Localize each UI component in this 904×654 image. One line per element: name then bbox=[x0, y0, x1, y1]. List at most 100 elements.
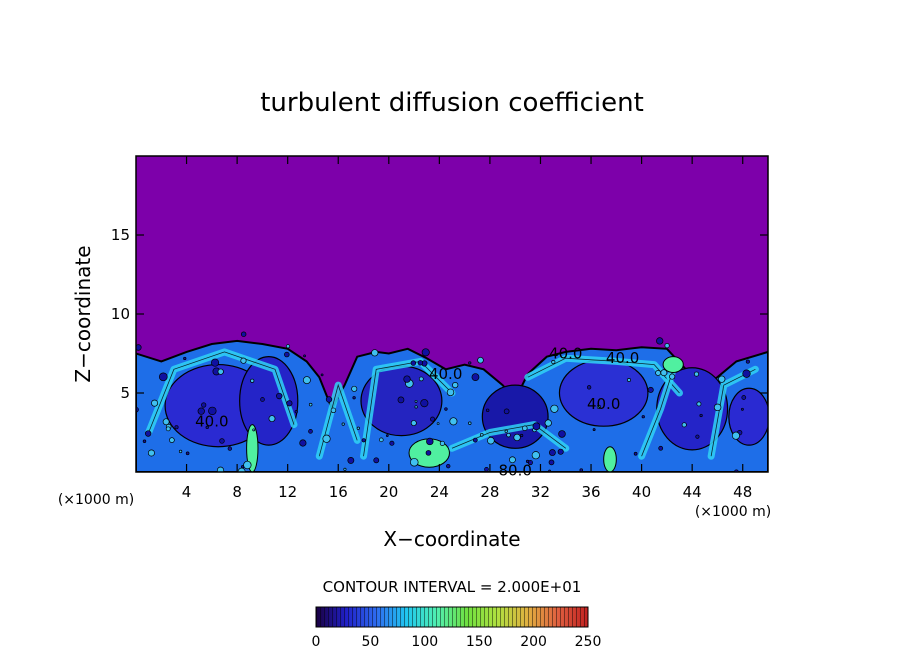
contour-speck bbox=[165, 426, 171, 432]
x-tick-label: 36 bbox=[581, 483, 600, 501]
contour-speck bbox=[472, 437, 478, 443]
contour-line bbox=[641, 369, 674, 457]
y-axis-unit: (×1000 m) bbox=[58, 492, 134, 508]
contour-speck bbox=[504, 429, 508, 433]
contour-speck bbox=[410, 360, 417, 366]
x-tick-label: 16 bbox=[329, 483, 348, 501]
contour-speck bbox=[302, 376, 311, 385]
contour-speck bbox=[351, 385, 358, 392]
contour-speck bbox=[468, 361, 472, 365]
contour-speck bbox=[551, 360, 556, 365]
contour-speck bbox=[557, 448, 564, 455]
contour-speck bbox=[185, 451, 190, 456]
contour-speck bbox=[694, 371, 699, 377]
contour-speck bbox=[158, 372, 168, 382]
contour-speck bbox=[260, 397, 265, 402]
colorbar-tick-label: 0 bbox=[312, 634, 321, 650]
contour-speck bbox=[330, 407, 337, 414]
contour-speck bbox=[322, 434, 331, 443]
contour-speck bbox=[549, 449, 556, 456]
contour-speck bbox=[410, 420, 417, 427]
contour-speck bbox=[452, 382, 459, 389]
contour-speck bbox=[655, 370, 662, 376]
contour-speck bbox=[147, 449, 155, 457]
contour-speck bbox=[201, 402, 207, 408]
contour-speck bbox=[420, 399, 429, 408]
contour-speck bbox=[633, 451, 638, 456]
contour-speck bbox=[320, 373, 324, 377]
contour-speck bbox=[525, 459, 530, 463]
contour-speck bbox=[658, 445, 664, 451]
contour-speck bbox=[205, 425, 209, 430]
contour-speck bbox=[532, 422, 541, 431]
x-tick-label: 20 bbox=[379, 483, 398, 501]
contour-speck bbox=[468, 421, 472, 425]
colorbar-contour-lines bbox=[316, 607, 588, 627]
x-axis-label: X−coordinate bbox=[383, 527, 520, 551]
contour-speck bbox=[417, 360, 424, 366]
x-tick-label: 28 bbox=[480, 483, 499, 501]
contour-speck bbox=[144, 430, 152, 437]
contour-speck bbox=[487, 436, 495, 445]
contour-speck bbox=[286, 400, 293, 407]
contour-speck bbox=[503, 408, 510, 415]
contour-speck bbox=[484, 467, 489, 472]
contour-speck bbox=[522, 425, 528, 431]
contour-speck bbox=[211, 358, 220, 367]
contour-speck bbox=[227, 446, 233, 451]
contour-speck bbox=[252, 428, 256, 432]
contour-speck bbox=[284, 351, 290, 358]
contour-speck bbox=[641, 415, 645, 419]
contour-label: 40.0 bbox=[195, 412, 228, 430]
contour-speck bbox=[162, 418, 170, 426]
contour-line bbox=[318, 383, 358, 457]
contour-speck bbox=[681, 422, 687, 428]
contour-speck bbox=[136, 344, 142, 351]
contour-speck bbox=[558, 430, 566, 438]
contour-speck bbox=[596, 404, 601, 409]
contour-speck bbox=[343, 467, 347, 471]
x-tick-label: 24 bbox=[430, 483, 449, 501]
contour-speck bbox=[397, 396, 405, 404]
colorbar-frame bbox=[315, 606, 589, 628]
colorbar-tick-label: 50 bbox=[361, 634, 379, 650]
contour-speck bbox=[696, 401, 702, 407]
contour-speck bbox=[436, 422, 440, 426]
x-tick-label: 44 bbox=[683, 483, 702, 501]
y-axis-label: Z−coordinate bbox=[71, 245, 95, 382]
contour-speck bbox=[308, 429, 313, 434]
contour-speck bbox=[268, 415, 276, 423]
contour-speck bbox=[664, 343, 670, 349]
y-tick-label: 15 bbox=[111, 226, 130, 244]
contour-speck bbox=[285, 344, 291, 349]
contour-speck bbox=[477, 356, 484, 364]
contour-speck bbox=[740, 407, 744, 411]
contour-speck bbox=[446, 388, 455, 397]
contour-speck bbox=[240, 331, 247, 337]
x-tick-label: 4 bbox=[182, 483, 192, 501]
contour-speck bbox=[741, 395, 747, 400]
contour-speck bbox=[299, 439, 307, 447]
contour-speck bbox=[656, 337, 664, 345]
contour-speck bbox=[579, 468, 584, 472]
y-tick-label: 5 bbox=[120, 384, 130, 402]
eddy-core bbox=[239, 356, 299, 446]
x-tick-label: 40 bbox=[632, 483, 651, 501]
contour-speck bbox=[308, 402, 313, 407]
contour-speck bbox=[509, 456, 516, 464]
contour-line bbox=[451, 424, 567, 449]
contour-speck bbox=[414, 405, 418, 409]
contour-speck bbox=[197, 407, 205, 415]
contour-speck bbox=[219, 438, 225, 444]
contour-speck bbox=[699, 413, 703, 418]
contour-line bbox=[363, 360, 453, 457]
contour-speck bbox=[520, 433, 524, 438]
contour-speck bbox=[276, 392, 283, 400]
contour-speck bbox=[669, 373, 676, 380]
contour-speck bbox=[373, 457, 380, 464]
contour-speck bbox=[425, 450, 432, 456]
contour-speck bbox=[421, 348, 430, 357]
contour-speck bbox=[303, 354, 306, 358]
chart-title: turbulent diffusion coefficient bbox=[260, 88, 644, 118]
